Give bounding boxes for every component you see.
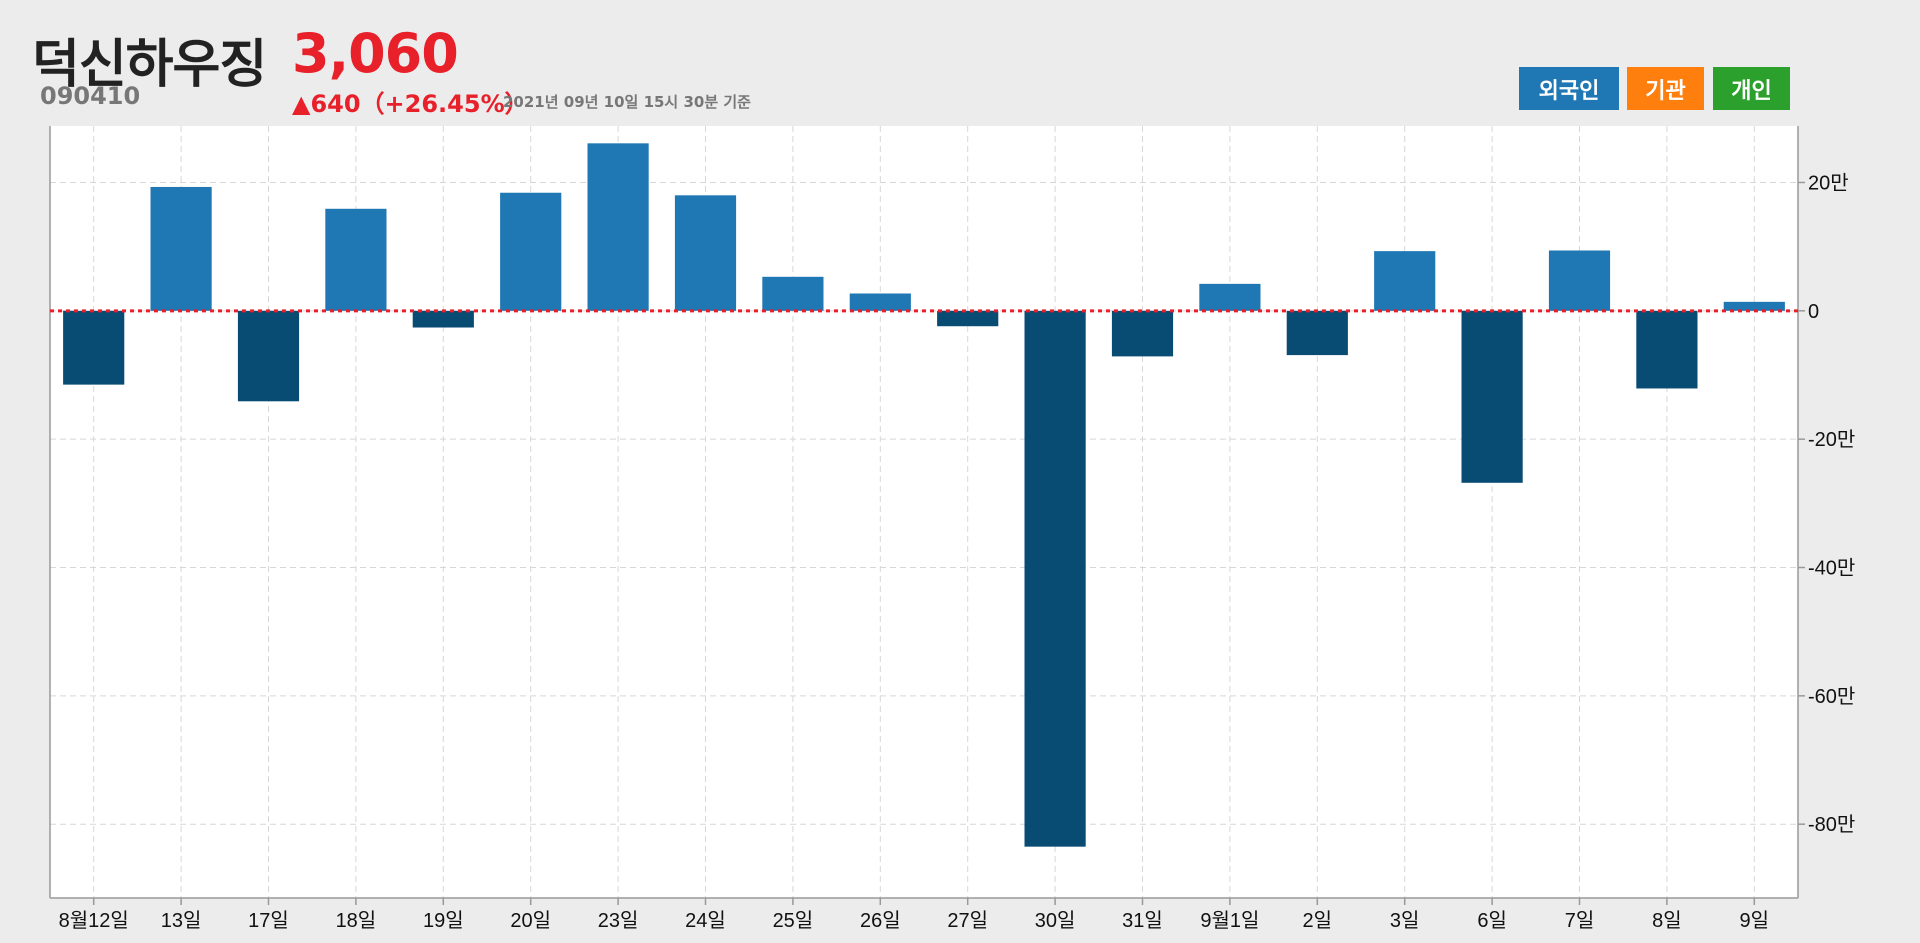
bar <box>500 192 562 311</box>
bar <box>1636 310 1698 389</box>
bar <box>587 143 649 311</box>
bar <box>1286 310 1348 356</box>
x-tick-label: 8일 <box>1652 909 1682 932</box>
x-tick-label: 27일 <box>947 909 988 932</box>
price-change: ▲640（+26.45%） <box>292 90 529 118</box>
x-tick-label: 31일 <box>1122 909 1163 932</box>
bar <box>762 276 824 311</box>
current-price: 3,060 <box>292 22 459 85</box>
x-tick-label: 30일 <box>1035 909 1076 932</box>
bar <box>1548 250 1611 311</box>
plot-area <box>50 126 1798 898</box>
y-tick-label: -60만 <box>1808 685 1855 708</box>
bar <box>150 186 212 311</box>
x-tick-label: 26일 <box>860 909 901 932</box>
bar <box>325 208 387 311</box>
bar <box>63 310 125 385</box>
stock-name: 덕신하우징 <box>32 35 267 95</box>
x-tick-label: 25일 <box>773 909 814 932</box>
bar <box>1199 283 1261 311</box>
bar <box>1374 251 1436 311</box>
x-tick-label: 3일 <box>1390 909 1420 932</box>
y-tick-label: -20만 <box>1808 428 1855 451</box>
stock-code: 090410 <box>40 82 141 110</box>
bar <box>1723 301 1785 311</box>
bar <box>1461 310 1523 483</box>
bar <box>237 310 300 402</box>
x-tick-label: 18일 <box>336 909 377 932</box>
legend-institution-button[interactable]: 기관 <box>1627 67 1704 110</box>
legend-foreign-button[interactable]: 외국인 <box>1519 67 1619 110</box>
x-tick-label: 20일 <box>510 909 551 932</box>
x-tick-label: 8월12일 <box>59 909 129 932</box>
y-tick-label: -80만 <box>1808 813 1855 836</box>
x-tick-label: 24일 <box>685 909 726 932</box>
x-tick-label: 17일 <box>248 909 289 932</box>
x-tick-label: 6일 <box>1477 909 1507 932</box>
legend-individual-button[interactable]: 개인 <box>1713 67 1790 110</box>
y-tick-label: 0 <box>1808 301 1819 323</box>
as-of-timestamp: 2021년 09년 10일 15시 30분 기준 <box>503 93 751 111</box>
bar <box>674 195 737 311</box>
x-tick-label: 19일 <box>423 909 464 932</box>
x-tick-label: 2일 <box>1303 909 1333 932</box>
bar <box>937 310 999 327</box>
x-tick-label: 7일 <box>1565 909 1595 932</box>
bar <box>849 293 911 311</box>
x-tick-label: 9월1일 <box>1200 909 1259 932</box>
y-tick-label: -40만 <box>1808 557 1855 580</box>
bar <box>1111 310 1174 357</box>
x-tick-label: 9일 <box>1740 909 1770 932</box>
y-tick-label: 20만 <box>1808 171 1849 194</box>
stock-header: 덕신하우징 090410 3,060 ▲640（+26.45%） 2021년 0… <box>0 0 1920 120</box>
bar <box>1024 310 1086 847</box>
x-tick-label: 13일 <box>161 909 202 932</box>
bar <box>412 310 474 328</box>
x-tick-label: 23일 <box>598 909 639 932</box>
